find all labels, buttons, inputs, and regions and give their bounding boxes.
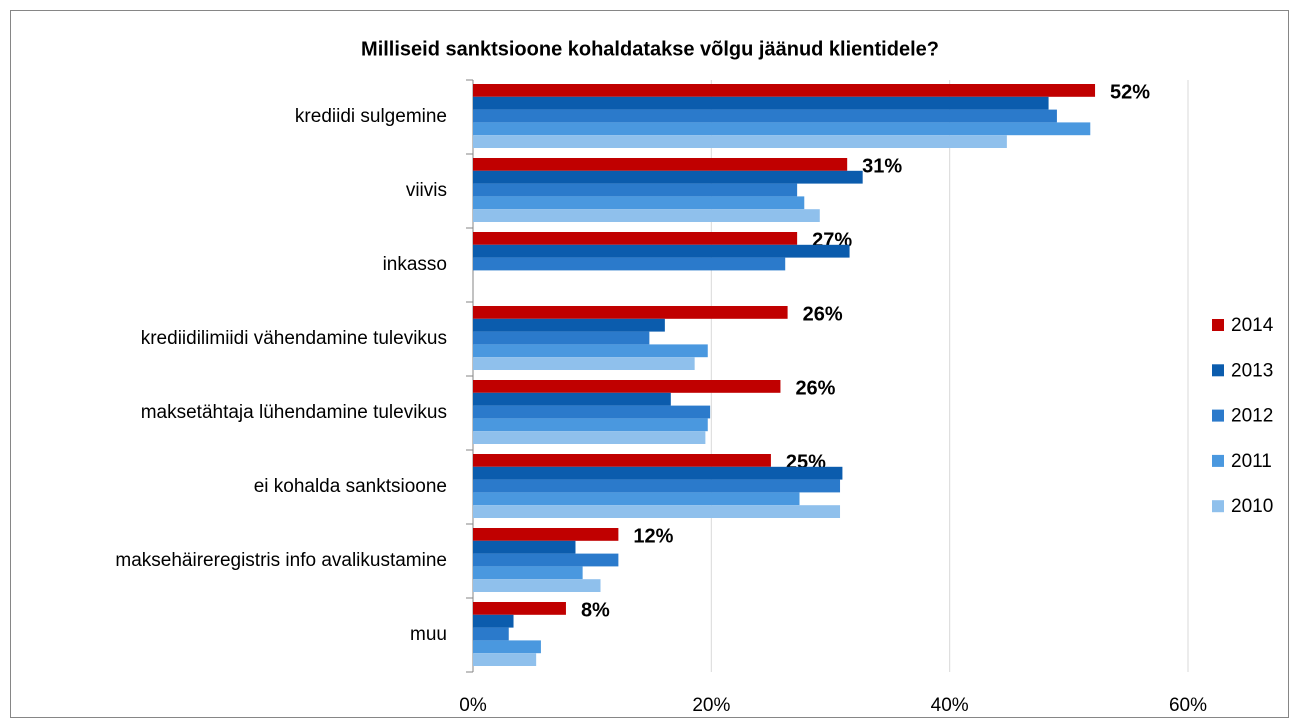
bar	[473, 492, 800, 506]
bar	[473, 579, 601, 592]
bar	[473, 209, 820, 222]
data-label: 26%	[803, 304, 843, 326]
bar	[473, 431, 706, 444]
bar	[473, 170, 863, 184]
x-tick-label: 60%	[1169, 695, 1207, 716]
y-tick-label: viivis	[406, 180, 447, 201]
data-label: 52%	[1110, 82, 1150, 104]
x-tick-label: 20%	[692, 695, 730, 716]
bar	[473, 479, 841, 493]
data-label: 31%	[862, 156, 902, 178]
bar	[473, 418, 708, 432]
bar	[473, 528, 619, 541]
bar	[473, 553, 619, 567]
bar	[473, 392, 671, 406]
x-tick-label: 40%	[931, 695, 969, 716]
bar	[473, 135, 1007, 148]
bar	[473, 318, 665, 332]
legend-swatch	[1212, 319, 1224, 331]
bar	[473, 614, 514, 628]
y-tick-label: muu	[410, 624, 447, 645]
bar	[473, 602, 566, 615]
data-label: 12%	[633, 526, 673, 548]
bar	[473, 357, 695, 370]
bar	[473, 540, 576, 554]
legend-swatch	[1212, 454, 1224, 467]
bar	[473, 96, 1049, 110]
bar	[473, 653, 537, 666]
bar	[473, 158, 848, 171]
data-label: 8%	[581, 600, 610, 622]
legend-swatch	[1212, 409, 1224, 422]
bar	[473, 405, 711, 419]
x-tick-label: 0%	[459, 695, 487, 716]
bar	[473, 109, 1057, 123]
y-tick-label: krediidi sulgemine	[295, 106, 447, 127]
y-tick-label: inkasso	[383, 254, 447, 275]
y-tick-label: krediidilimiidi vähendamine tulevikus	[141, 328, 447, 349]
legend-label: 2013	[1231, 360, 1273, 381]
bar	[473, 232, 798, 245]
bar	[473, 244, 850, 258]
bar	[473, 380, 781, 393]
bar	[473, 505, 841, 518]
bar	[473, 306, 788, 319]
bar	[473, 627, 509, 641]
bar	[473, 331, 650, 345]
bar	[473, 196, 805, 210]
bar	[473, 183, 798, 197]
y-tick-label: ei kohalda sanktsioone	[254, 476, 447, 497]
legend-label: 2014	[1231, 315, 1274, 336]
y-tick-label: maksehäireregistris info avalikustamine	[115, 550, 447, 571]
legend-swatch	[1212, 364, 1224, 377]
legend-label: 2011	[1231, 451, 1272, 472]
bar	[473, 466, 843, 480]
bar	[473, 344, 708, 358]
y-tick-label: maksetähtaja lühendamine tulevikus	[141, 402, 447, 423]
legend-swatch	[1212, 500, 1224, 513]
bar	[473, 566, 583, 580]
bar	[473, 454, 771, 467]
bar	[473, 122, 1091, 136]
chart-title: Milliseid sanktsioone kohaldatakse võlgu…	[361, 38, 939, 60]
bar	[473, 257, 786, 271]
data-label: 26%	[795, 378, 835, 400]
legend-label: 2010	[1231, 496, 1273, 517]
legend-label: 2012	[1231, 406, 1273, 427]
bar	[473, 84, 1096, 97]
bar	[473, 640, 541, 654]
